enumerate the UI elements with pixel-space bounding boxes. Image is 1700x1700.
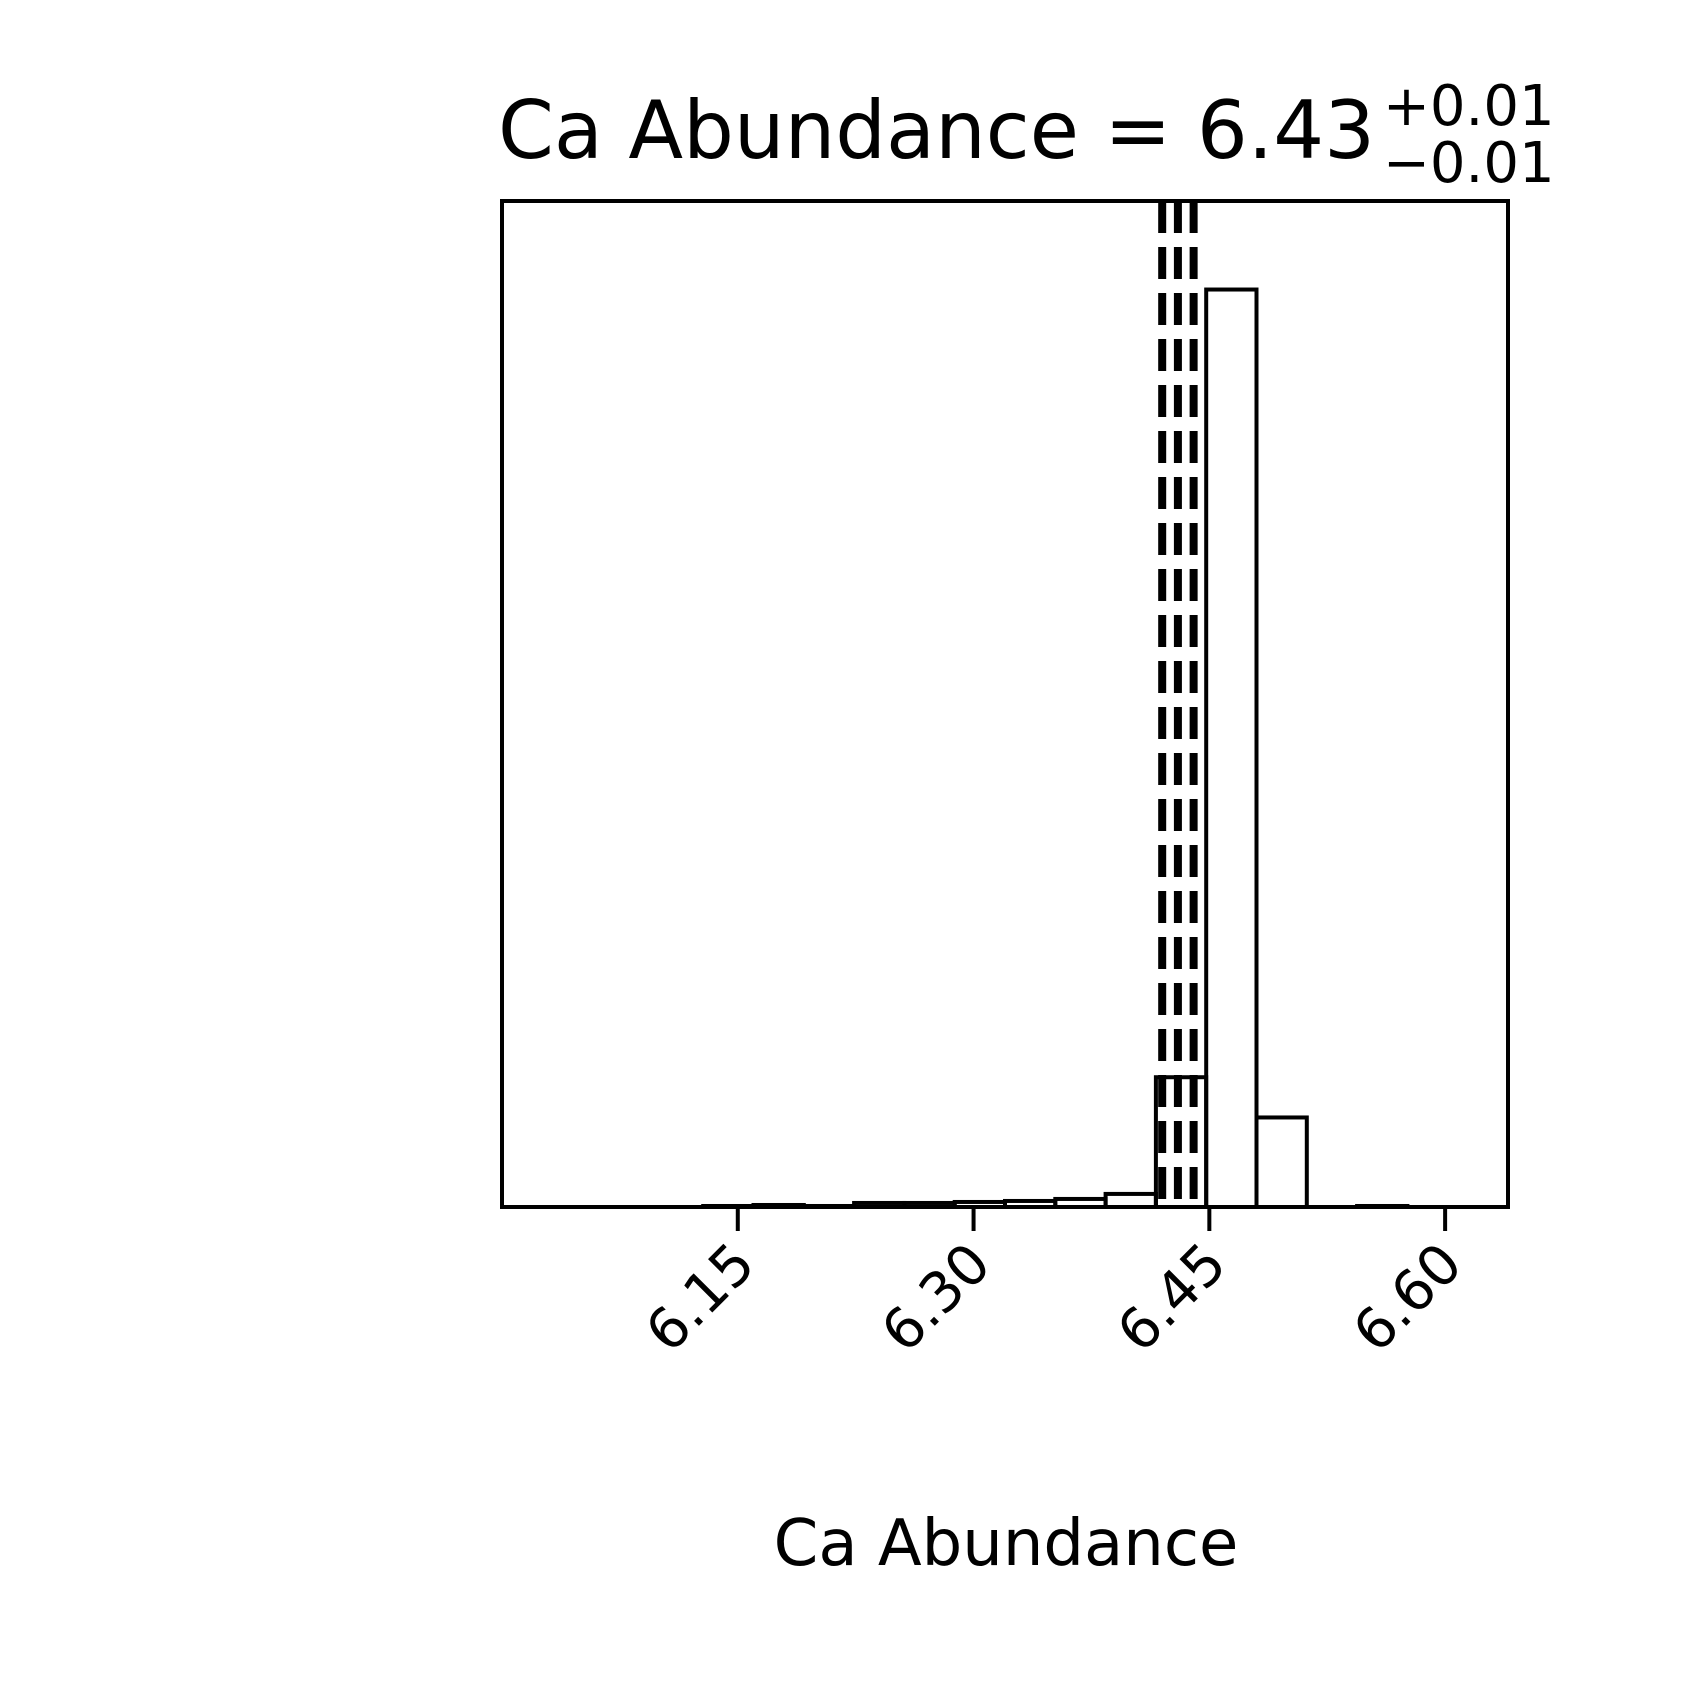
x-axis-label: Ca Abundance <box>774 1507 1239 1581</box>
axes-frame <box>500 199 1510 1209</box>
x-axis: 6.15 6.30 6.45 6.60 <box>634 1207 1475 1365</box>
title-main: Ca Abundance = 6.43 <box>498 84 1375 177</box>
chart-title: Ca Abundance = 6.43 +0.01 −0.01 <box>498 74 1555 196</box>
x-tick-label: 6.15 <box>634 1231 768 1365</box>
x-tick-label: 6.45 <box>1105 1231 1239 1365</box>
histogram-bar <box>1254 1115 1309 1209</box>
x-tick-label: 6.60 <box>1341 1231 1475 1365</box>
plot-area <box>500 199 1510 1210</box>
x-tick-label: 6.30 <box>869 1231 1003 1365</box>
title-upper-error: +0.01 <box>1383 74 1555 139</box>
title-lower-error: −0.01 <box>1383 131 1555 196</box>
histogram-bar <box>1204 287 1259 1209</box>
